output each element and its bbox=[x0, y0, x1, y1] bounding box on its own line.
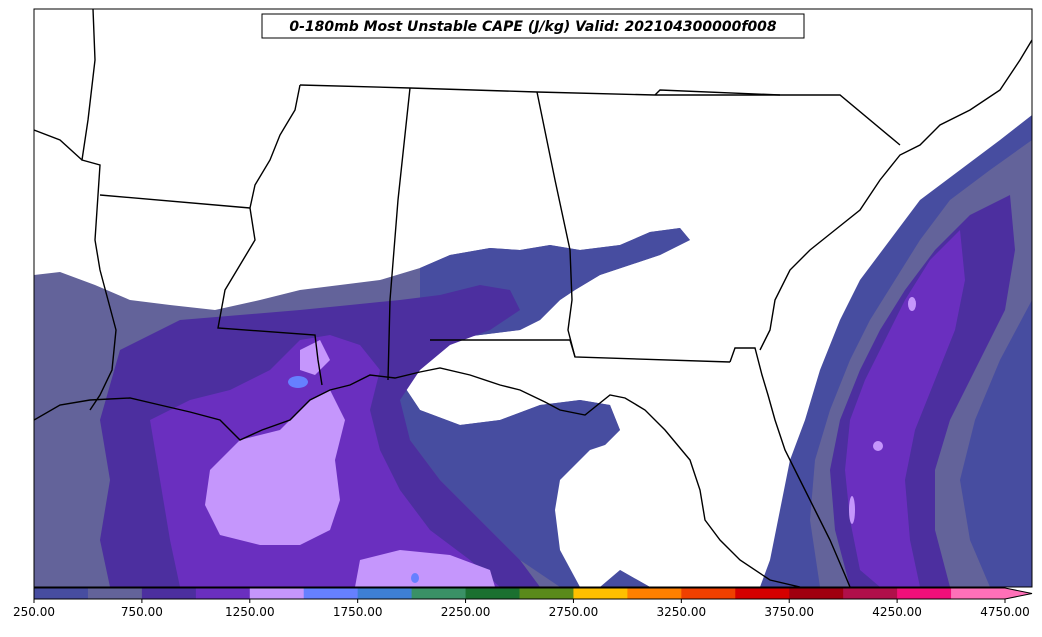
colorbar-tick-label: 1250.00 bbox=[225, 605, 275, 619]
colorbar-swatch bbox=[897, 588, 952, 599]
colorbar-extend-arrow bbox=[1005, 588, 1032, 599]
map-title: 0-180mb Most Unstable CAPE (J/kg) Valid:… bbox=[289, 19, 777, 35]
colorbar-swatch bbox=[789, 588, 844, 599]
colorbar-swatch bbox=[249, 588, 305, 599]
colorbar-swatch bbox=[627, 588, 682, 599]
state-borders bbox=[34, 9, 1032, 587]
colorbar-tick-label: 750.00 bbox=[121, 605, 163, 619]
colorbar-tick-label: 250.00 bbox=[13, 605, 55, 619]
colorbar-swatch bbox=[843, 588, 898, 599]
colorbar-swatch bbox=[195, 588, 251, 599]
cape-contour-w4b bbox=[355, 550, 495, 587]
title-box: 0-180mb Most Unstable CAPE (J/kg) Valid:… bbox=[261, 13, 805, 39]
colorbar-tick-label: 3250.00 bbox=[657, 605, 707, 619]
colorbar-tick-label: 3750.00 bbox=[764, 605, 814, 619]
colorbar-swatch bbox=[34, 588, 89, 599]
cape-contour-w4c bbox=[300, 340, 330, 375]
title-frame bbox=[261, 13, 805, 39]
map-frame bbox=[33, 8, 1033, 588]
colorbar-swatch bbox=[465, 588, 520, 599]
cape-patch-lav-e3 bbox=[849, 496, 855, 524]
colorbar-swatch bbox=[357, 588, 413, 599]
colorbar-swatch bbox=[141, 588, 197, 599]
cape-contour-w4 bbox=[205, 390, 345, 545]
colorbar-swatch bbox=[951, 588, 1006, 599]
cape-field bbox=[34, 115, 1032, 587]
colorbar-swatch bbox=[411, 588, 467, 599]
cape-contour-e3 bbox=[845, 230, 965, 587]
colorbar-swatch bbox=[681, 588, 736, 599]
colorbar-tick-label: 1750.00 bbox=[333, 605, 383, 619]
cape-patch-blue-1 bbox=[288, 376, 308, 388]
colorbar-swatch bbox=[303, 588, 359, 599]
colorbar-swatch bbox=[735, 588, 790, 599]
colorbar: 250.00 750.00 1250.00 1750.00 2250.00 2750.00… bbox=[13, 587, 1033, 619]
cape-patch-lav-e2 bbox=[873, 441, 883, 451]
colorbar-tick-label: 2750.00 bbox=[549, 605, 599, 619]
colorbar-swatch bbox=[87, 588, 143, 599]
colorbar-outline bbox=[33, 587, 1033, 600]
gulf-clear-area-2 bbox=[555, 440, 650, 587]
cape-patch-lav-e1 bbox=[908, 297, 916, 311]
colorbar-tick-label: 2250.00 bbox=[441, 605, 491, 619]
colorbar-tick-label: 4250.00 bbox=[872, 605, 922, 619]
colorbar-tick-label: 4750.00 bbox=[980, 605, 1030, 619]
colorbar-swatch bbox=[519, 588, 574, 599]
colorbar-swatch bbox=[573, 588, 628, 599]
gulf-clear-area-1 bbox=[430, 380, 500, 412]
cape-patch-blue-2 bbox=[411, 573, 419, 583]
